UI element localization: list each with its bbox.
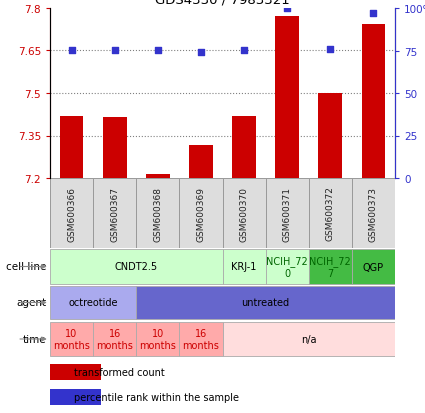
Point	[154, 48, 161, 55]
Text: agent: agent	[17, 298, 47, 308]
Bar	[50, 250, 223, 284]
Bar	[362, 24, 385, 178]
Text: GSM600369: GSM600369	[196, 186, 205, 241]
Bar	[50, 365, 101, 380]
Bar	[50, 178, 93, 248]
Text: GSM600373: GSM600373	[369, 186, 378, 241]
Text: GSM600366: GSM600366	[67, 186, 76, 241]
Text: cell line: cell line	[6, 262, 47, 272]
Bar	[136, 178, 179, 248]
Text: CNDT2.5: CNDT2.5	[115, 262, 158, 272]
Text: 16
months: 16 months	[182, 328, 219, 350]
Text: GSM600368: GSM600368	[153, 186, 162, 241]
Bar	[223, 322, 395, 356]
Bar	[266, 250, 309, 284]
Bar	[352, 250, 395, 284]
Text: GSM600370: GSM600370	[240, 186, 249, 241]
Point	[111, 48, 118, 55]
Text: 16
months: 16 months	[96, 328, 133, 350]
Bar	[179, 178, 223, 248]
Text: time: time	[23, 334, 47, 344]
Text: GSM600371: GSM600371	[283, 186, 292, 241]
Point	[284, 6, 291, 12]
Bar	[136, 287, 395, 319]
Text: octreotide: octreotide	[68, 298, 118, 308]
Bar	[275, 17, 299, 178]
Text: untreated: untreated	[241, 298, 290, 308]
Text: transformed count: transformed count	[74, 368, 165, 377]
Text: NCIH_72
7: NCIH_72 7	[309, 256, 351, 278]
Bar	[223, 178, 266, 248]
Bar	[352, 178, 395, 248]
Point	[241, 48, 247, 55]
Bar	[309, 250, 352, 284]
Bar	[318, 94, 342, 178]
Point	[198, 50, 204, 57]
Text: percentile rank within the sample: percentile rank within the sample	[74, 392, 239, 402]
Text: 10
months: 10 months	[139, 328, 176, 350]
Point	[68, 48, 75, 55]
Bar	[93, 178, 136, 248]
Bar	[136, 322, 179, 356]
Text: KRJ-1: KRJ-1	[231, 262, 257, 272]
Text: n/a: n/a	[301, 334, 317, 344]
Title: GDS4330 / 7983321: GDS4330 / 7983321	[155, 0, 290, 7]
Point	[370, 11, 377, 17]
Bar	[93, 322, 136, 356]
Bar	[189, 146, 213, 178]
Bar	[50, 287, 136, 319]
Text: GSM600367: GSM600367	[110, 186, 119, 241]
Bar	[60, 116, 83, 178]
Bar	[50, 322, 93, 356]
Bar	[179, 322, 223, 356]
Point	[327, 46, 334, 53]
Text: QGP: QGP	[363, 262, 384, 272]
Bar	[146, 174, 170, 178]
Bar	[266, 178, 309, 248]
Bar	[223, 250, 266, 284]
Bar	[309, 178, 352, 248]
Bar	[50, 389, 101, 405]
Bar	[103, 118, 127, 178]
Text: GSM600372: GSM600372	[326, 186, 335, 241]
Text: 10
months: 10 months	[53, 328, 90, 350]
Text: NCIH_72
0: NCIH_72 0	[266, 256, 308, 278]
Bar	[232, 116, 256, 178]
